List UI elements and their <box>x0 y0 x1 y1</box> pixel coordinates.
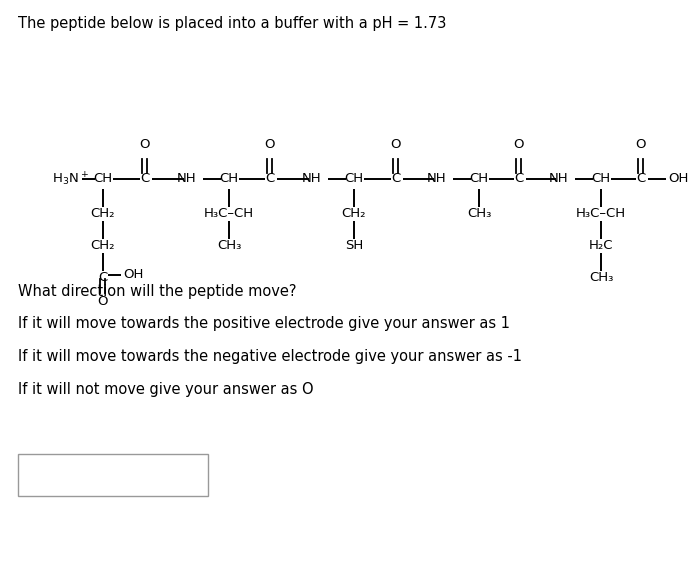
Text: NH: NH <box>302 173 322 186</box>
Text: NH: NH <box>177 173 197 186</box>
Text: C: C <box>636 173 645 186</box>
Text: C: C <box>140 173 150 186</box>
Text: NH: NH <box>549 173 569 186</box>
Text: What direction will the peptide move?: What direction will the peptide move? <box>18 284 296 299</box>
FancyBboxPatch shape <box>18 454 208 496</box>
Text: CH: CH <box>93 173 113 186</box>
Text: OH: OH <box>123 268 143 281</box>
Text: O: O <box>97 295 108 308</box>
Text: CH: CH <box>469 173 489 186</box>
Text: CH: CH <box>344 173 363 186</box>
Text: CH: CH <box>591 173 611 186</box>
Text: CH₃: CH₃ <box>467 207 491 220</box>
Text: O: O <box>265 138 275 151</box>
Text: CH₂: CH₂ <box>91 207 115 220</box>
Text: C: C <box>514 173 524 186</box>
Text: CH: CH <box>220 173 238 186</box>
Text: O: O <box>390 138 401 151</box>
Text: If it will not move give your answer as O: If it will not move give your answer as … <box>18 382 314 397</box>
Text: O: O <box>140 138 150 151</box>
Text: CH₂: CH₂ <box>342 207 366 220</box>
Text: CH₂: CH₂ <box>91 239 115 252</box>
Text: H₃C–CH: H₃C–CH <box>204 207 254 220</box>
Text: H$_3$N$^+$: H$_3$N$^+$ <box>52 170 89 188</box>
Text: CH₃: CH₃ <box>217 239 241 252</box>
Text: If it will move towards the negative electrode give your answer as -1: If it will move towards the negative ele… <box>18 349 522 364</box>
Text: OH: OH <box>668 173 688 186</box>
Text: NH: NH <box>427 173 447 186</box>
Text: O: O <box>636 138 646 151</box>
Text: O: O <box>513 138 524 151</box>
Text: H₂C: H₂C <box>589 239 613 252</box>
Text: C: C <box>265 173 274 186</box>
Text: CH₃: CH₃ <box>589 271 613 284</box>
Text: SH: SH <box>345 239 363 252</box>
Text: H₃C–CH: H₃C–CH <box>576 207 626 220</box>
Text: C: C <box>391 173 401 186</box>
Text: If it will move towards the positive electrode give your answer as 1: If it will move towards the positive ele… <box>18 316 510 331</box>
Text: C: C <box>98 271 108 284</box>
Text: The peptide below is placed into a buffer with a pH = 1.73: The peptide below is placed into a buffe… <box>18 16 446 31</box>
